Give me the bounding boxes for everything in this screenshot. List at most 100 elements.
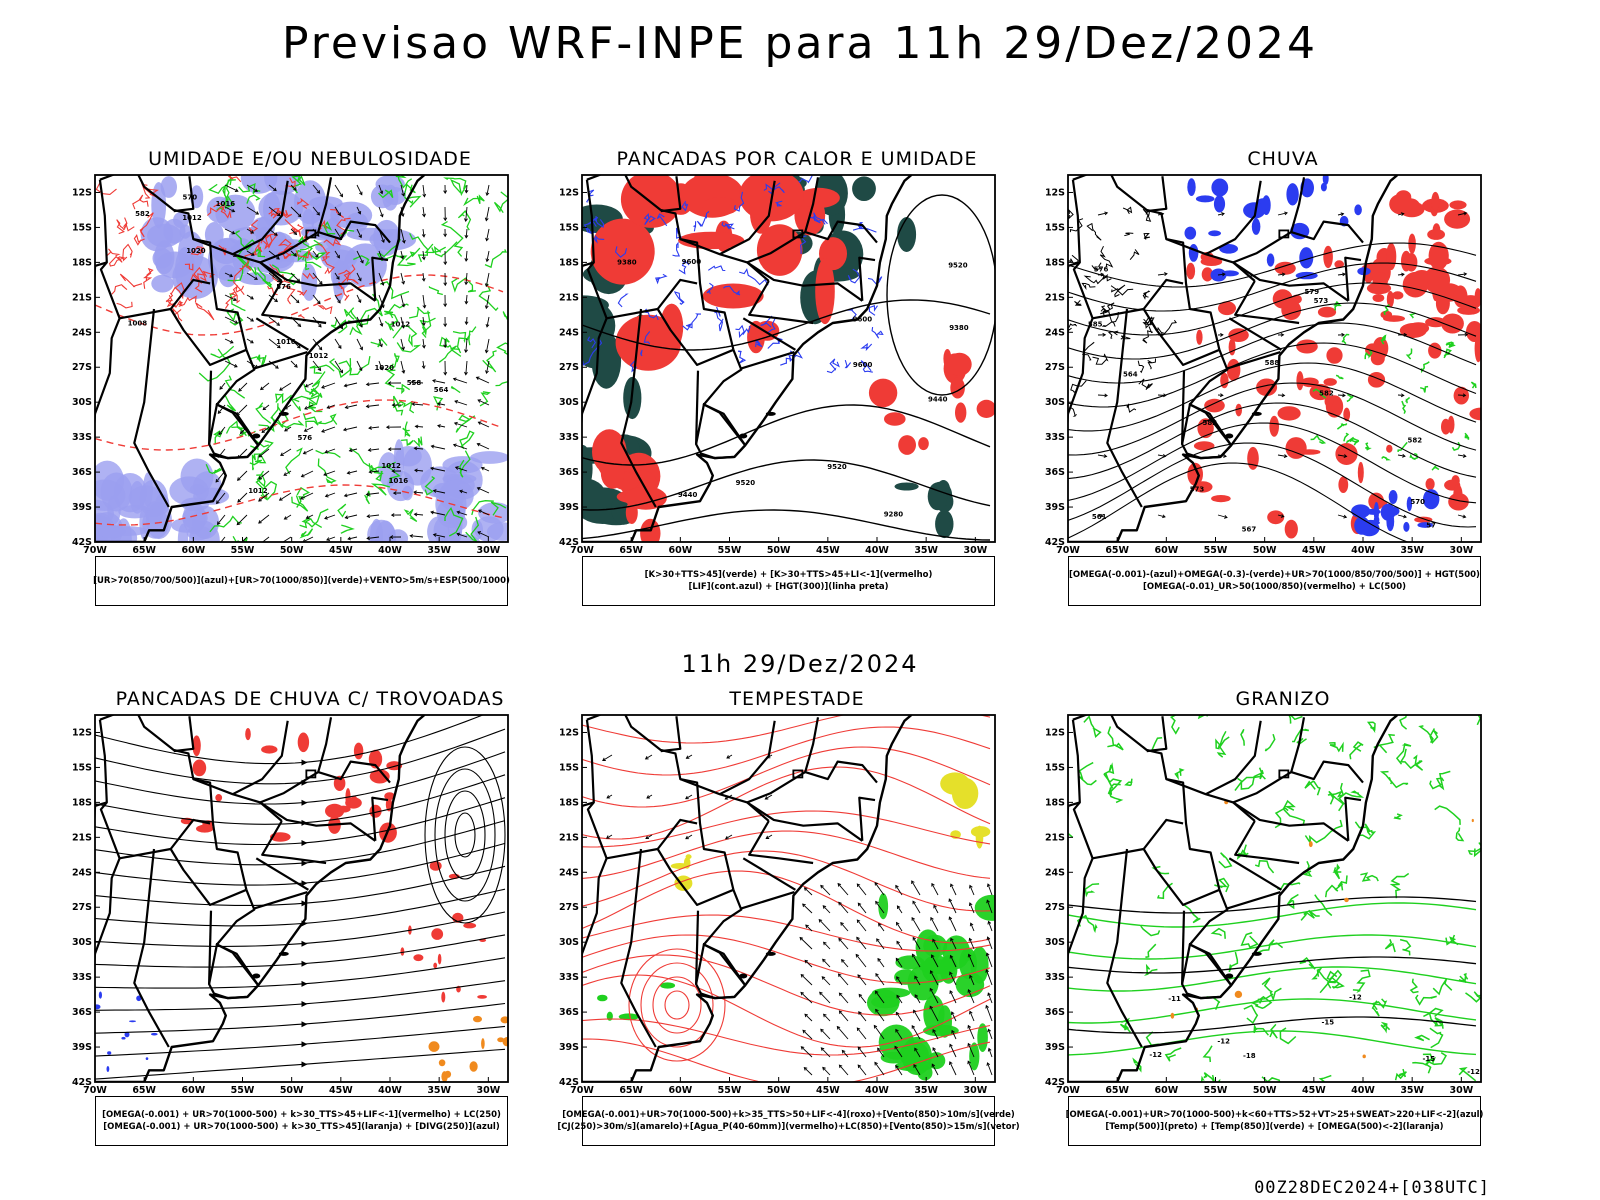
lat-tick-label: 15S — [72, 222, 92, 233]
contour-label: 576 — [276, 283, 291, 291]
contour-label: 57 — [1426, 521, 1436, 529]
lat-tick-label: 12S — [559, 727, 579, 738]
lon-tick-label: 60W — [1154, 1085, 1178, 1096]
lat-tick-label: 18S — [72, 797, 92, 808]
lat-tick-label: 42S — [72, 1077, 92, 1088]
lon-tick-label: 70W — [83, 545, 107, 556]
lat-tick-label: 12S — [72, 727, 92, 738]
lon-tick-label: 70W — [570, 1085, 594, 1096]
lon-tick-label: 30W — [1449, 1085, 1473, 1096]
lat-tick-label: 33S — [1045, 972, 1065, 983]
lat-tick-label: 27S — [72, 902, 92, 913]
legend-line: [OMEGA(-0.001)+UR>70(1000-500)+k>35_TTS>… — [562, 1110, 1015, 1120]
contour-label: 585 — [1088, 321, 1103, 329]
map-borders — [1068, 175, 1399, 542]
lat-tick-label: 24S — [1045, 327, 1065, 338]
lat-tick-label: 15S — [1045, 222, 1065, 233]
lon-tick-label: 55W — [718, 1085, 742, 1096]
lat-tick-label: 42S — [72, 537, 92, 548]
lat-tick-label: 42S — [1045, 537, 1065, 548]
lat-tick-label: 18S — [559, 797, 579, 808]
contour-label: 9600 — [853, 361, 873, 369]
lon-tick-label: 65W — [1105, 545, 1129, 556]
lon-tick-label: 65W — [132, 1085, 156, 1096]
lat-tick-label: 27S — [1045, 902, 1065, 913]
panel-chuva: CHUVA 585 582 588 582 57 576 573 570 567 564 561 57… — [1045, 145, 1498, 625]
lon-tick-label: 40W — [865, 545, 889, 556]
legend-line: [LIF](cont.azul) + [HGT(300)](linha pret… — [688, 582, 889, 592]
lat-tick-label: 24S — [1045, 867, 1065, 878]
contour-label: 1020 — [186, 247, 206, 255]
legend-line: [OMEGA(-0.01)_UR>50(1000/850)(vermelho) … — [1142, 582, 1407, 592]
lon-tick-label: 45W — [1302, 1085, 1326, 1096]
lat-tick-label: 42S — [559, 537, 579, 548]
map-fields — [582, 715, 995, 1082]
lat-tick-label: 15S — [72, 762, 92, 773]
contour-label: 579 — [1305, 288, 1320, 296]
lon-tick-label: 35W — [1400, 1085, 1424, 1096]
lon-tick-label: 40W — [1351, 1085, 1375, 1096]
lat-tick-label: 39S — [559, 1042, 579, 1053]
map-fields — [95, 715, 508, 1082]
legend-box: [K>30+TTS>45](verde) + [K>30+TTS>45+LI<-… — [582, 556, 995, 606]
contour-label: -12 — [1349, 994, 1362, 1002]
contour-label: 582 — [1408, 436, 1423, 444]
contour-label: 588 — [1265, 359, 1280, 367]
contour-label: 1012 — [248, 487, 268, 495]
lat-tick-label: 18S — [72, 257, 92, 268]
contour-label: 576 — [1094, 266, 1109, 274]
panel-pancadas-calor: PANCADAS POR CALOR E UMIDADE 9600 9600 960… — [559, 145, 1012, 625]
legend-box: [UR>70(850/700/500)](azul)+[UR>70(1000/8… — [93, 556, 510, 606]
lon-tick-label: 65W — [1105, 1085, 1129, 1096]
contour-label: 1016 — [276, 338, 296, 346]
lon-tick-label: 50W — [767, 1085, 791, 1096]
lon-tick-label: 50W — [280, 1085, 304, 1096]
lat-tick-label: 30S — [72, 397, 92, 408]
lon-tick-label: 45W — [329, 545, 353, 556]
lat-tick-label: 30S — [72, 937, 92, 948]
lat-tick-label: 30S — [1045, 397, 1065, 408]
contour-label: 573 — [1314, 297, 1329, 305]
contour-label: -11 — [1168, 995, 1181, 1003]
contour-label: 1016 — [216, 200, 236, 208]
map-fields: -12 -12 -12 -11 -12 -15 -18 -15 — [1068, 715, 1481, 1082]
lat-tick-label: 39S — [72, 502, 92, 513]
lat-tick-label: 21S — [72, 832, 92, 843]
lat-tick-label: 27S — [1045, 362, 1065, 373]
map-canvas: -12 -12 -12 -11 -12 -15 -18 -15 12S 15S 18S 21S 24S 2… — [1045, 714, 1482, 1096]
lat-tick-label: 39S — [1045, 502, 1065, 513]
lat-tick-label: 21S — [1045, 832, 1065, 843]
legend-line: [OMEGA(-0.001) + UR>70(1000-500) + k>30_… — [102, 1110, 501, 1120]
map-borders — [95, 175, 426, 542]
lon-tick-label: 40W — [378, 545, 402, 556]
panel-title: PANCADAS DE CHUVA C/ TROVOADAS — [115, 688, 505, 710]
lat-tick-label: 27S — [559, 902, 579, 913]
lat-tick-label: 33S — [559, 972, 579, 983]
lon-tick-label: 45W — [816, 1085, 840, 1096]
map-borders — [582, 175, 913, 542]
lat-tick-label: 36S — [72, 467, 92, 478]
lat-tick-label: 36S — [1045, 1007, 1065, 1018]
lat-tick-label: 39S — [72, 1042, 92, 1053]
lat-tick-label: 33S — [72, 972, 92, 983]
contour-label: 9600 — [682, 258, 702, 266]
lon-tick-label: 60W — [668, 545, 692, 556]
lat-tick-label: 36S — [72, 1007, 92, 1018]
lon-tick-label: 50W — [280, 545, 304, 556]
lon-tick-label: 35W — [427, 545, 451, 556]
contour-label: 9440 — [678, 491, 698, 499]
lat-tick-label: 33S — [1045, 432, 1065, 443]
lon-tick-label: 35W — [914, 545, 938, 556]
lat-tick-label: 39S — [559, 502, 579, 513]
lat-tick-label: 21S — [559, 832, 579, 843]
legend-box: [OMEGA(-0.001)+UR>70(1000-500)+k>35_TTS>… — [557, 1096, 1020, 1146]
forecast-time-subtitle: 11h 29/Dez/2024 — [681, 650, 919, 678]
map-canvas: 1012 1012 1012 1016 1016 1020 1016 1012 1008 1012… — [72, 174, 509, 556]
map-frame — [94, 714, 509, 1083]
map-frame — [94, 174, 509, 543]
lon-tick-label: 45W — [329, 1085, 353, 1096]
lat-tick-label: 21S — [1045, 292, 1065, 303]
